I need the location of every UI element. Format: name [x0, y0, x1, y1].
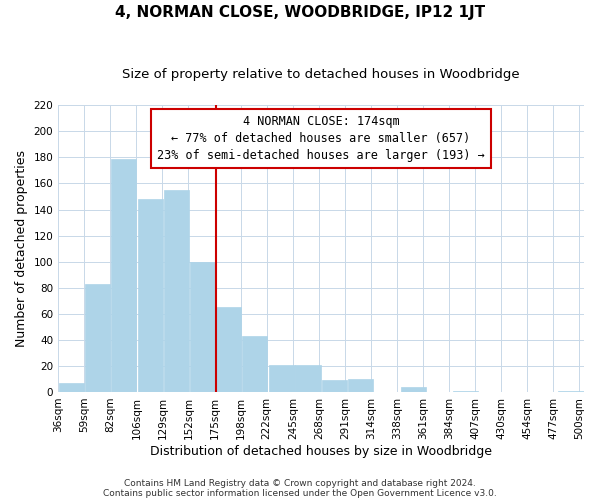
Bar	[111, 158, 136, 392]
Bar	[190, 262, 215, 392]
X-axis label: Distribution of detached houses by size in Woodbridge: Distribution of detached houses by size …	[150, 444, 492, 458]
Bar	[322, 380, 347, 392]
Bar	[59, 383, 84, 392]
Bar	[453, 390, 478, 392]
Title: Size of property relative to detached houses in Woodbridge: Size of property relative to detached ho…	[122, 68, 520, 80]
Bar	[269, 364, 295, 392]
Bar	[401, 386, 426, 392]
Text: 4 NORMAN CLOSE: 174sqm
← 77% of detached houses are smaller (657)
23% of semi-de: 4 NORMAN CLOSE: 174sqm ← 77% of detached…	[157, 116, 485, 162]
Text: 4, NORMAN CLOSE, WOODBRIDGE, IP12 1JT: 4, NORMAN CLOSE, WOODBRIDGE, IP12 1JT	[115, 5, 485, 20]
Bar	[242, 336, 268, 392]
Bar	[85, 284, 110, 392]
Y-axis label: Number of detached properties: Number of detached properties	[15, 150, 28, 347]
Bar	[295, 364, 320, 392]
Text: Contains public sector information licensed under the Open Government Licence v3: Contains public sector information licen…	[103, 488, 497, 498]
Bar	[164, 190, 189, 392]
Text: Contains HM Land Registry data © Crown copyright and database right 2024.: Contains HM Land Registry data © Crown c…	[124, 478, 476, 488]
Bar	[216, 308, 241, 392]
Bar	[347, 379, 373, 392]
Bar	[559, 390, 584, 392]
Bar	[138, 199, 163, 392]
